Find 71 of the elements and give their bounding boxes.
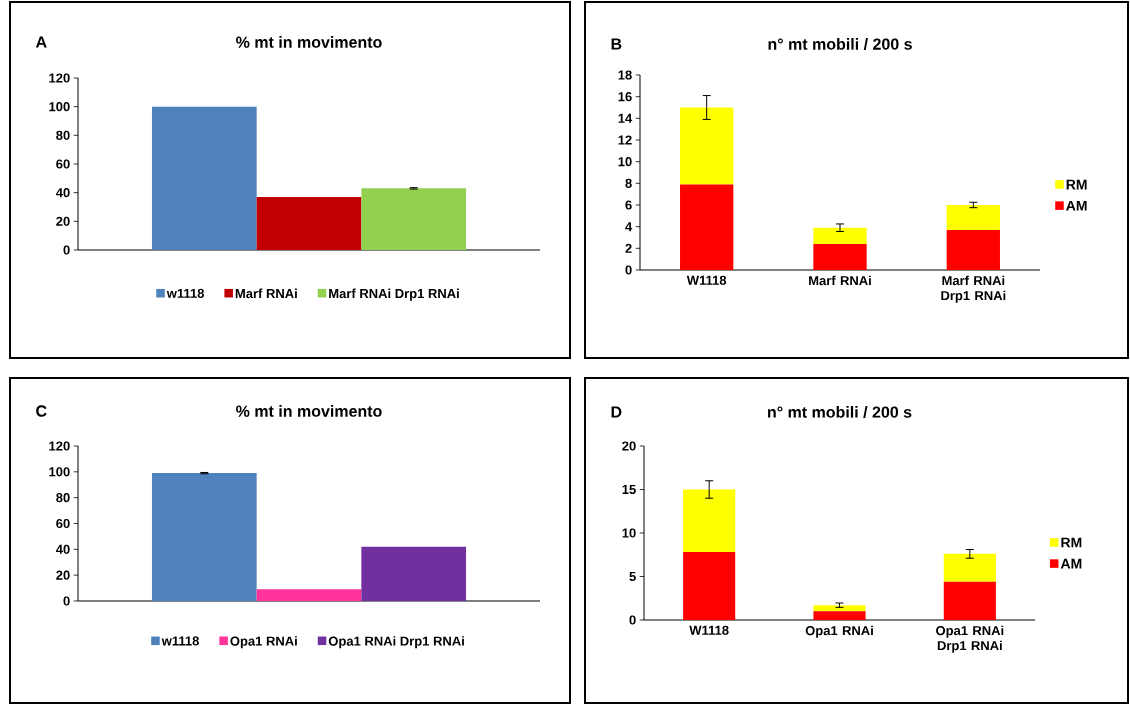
- y-tick-label: 10: [622, 528, 636, 538]
- bar: [943, 553, 996, 582]
- y-tick-label: 80: [56, 493, 70, 503]
- y-tick-label: 0: [63, 245, 70, 255]
- text: D: [611, 406, 622, 418]
- bar: [256, 196, 362, 250]
- y-tick-label: 20: [56, 570, 70, 580]
- legend-label: AM: [1066, 200, 1087, 211]
- bar: [683, 489, 736, 553]
- y-tick-label: 120: [49, 441, 70, 451]
- y-tick-label: 0: [63, 596, 70, 606]
- y-tick-label: 5: [629, 571, 636, 582]
- legend-label: Opa1 RNAi Drp1 RNAi: [328, 636, 464, 649]
- y-tick-label: 120: [49, 73, 70, 83]
- y-tick-label: 20: [622, 441, 636, 451]
- x-tick-label: W1118: [686, 275, 727, 285]
- y-tick-label: 0: [629, 615, 636, 625]
- y-tick-label: 18: [618, 70, 632, 80]
- bar: [361, 546, 467, 601]
- bar: [680, 184, 734, 270]
- text: A: [35, 36, 47, 48]
- bar: [946, 229, 1000, 270]
- x-tick-label: Marf RNAi: [809, 275, 871, 286]
- bar: [943, 581, 996, 620]
- chart-title: n° mt mobili / 200 s: [768, 406, 912, 418]
- bar: [680, 107, 734, 185]
- y-tick-label: 60: [56, 518, 70, 529]
- bar: [813, 611, 866, 620]
- legend-label: RM: [1061, 537, 1082, 548]
- legend-label: w1118: [166, 288, 205, 298]
- y-tick-label: 40: [55, 188, 70, 198]
- bar: [151, 473, 257, 601]
- legend-label: w1118: [161, 636, 199, 646]
- y-tick-label: 60: [56, 159, 70, 169]
- bar: [151, 106, 257, 250]
- text: B: [611, 38, 622, 50]
- chart-title: % mt in movimento: [236, 36, 382, 48]
- y-tick-label: 15: [622, 484, 636, 495]
- y-tick-label: 14: [618, 113, 633, 123]
- x-tick-label: Marf RNAi Drp1 RNAi: [941, 275, 1006, 303]
- y-tick-label: 16: [618, 92, 632, 102]
- legend-label: Marf RNAi Drp1 RNAi: [329, 288, 459, 301]
- y-tick-label: 4: [625, 222, 633, 232]
- bar: [946, 204, 1000, 230]
- chart-title: n° mt mobili / 200 s: [768, 38, 912, 50]
- x-tick-label: Opa1 RNAi Drp1 RNAi: [936, 625, 1004, 653]
- y-tick-label: 80: [56, 130, 70, 140]
- y-tick-label: 10: [618, 157, 632, 167]
- legend-label: AM: [1060, 558, 1082, 569]
- y-tick-label: 100: [49, 467, 70, 477]
- y-tick-label: 20: [56, 216, 70, 226]
- y-tick-label: 0: [625, 265, 632, 275]
- bar: [813, 227, 867, 244]
- bar: [813, 605, 866, 612]
- legend-label: Opa1 RNAi: [230, 636, 297, 649]
- legend-label: RM: [1066, 179, 1087, 190]
- x-tick-label: W1118: [689, 625, 729, 635]
- y-tick-label: 12: [618, 135, 632, 145]
- bar: [813, 243, 867, 270]
- chart-title: % mt in movimento: [236, 405, 382, 417]
- bar: [361, 188, 467, 250]
- bar: [683, 552, 736, 620]
- x-tick-label: Opa1 RNAi: [805, 625, 873, 638]
- y-tick-label: 40: [55, 544, 70, 554]
- legend-label: Marf RNAi: [235, 288, 297, 299]
- y-tick-label: 100: [49, 102, 70, 112]
- y-tick-label: 8: [625, 178, 632, 188]
- text: C: [36, 405, 47, 417]
- y-tick-label: 6: [625, 200, 632, 210]
- y-tick-label: 2: [625, 243, 632, 253]
- bar: [256, 589, 362, 601]
